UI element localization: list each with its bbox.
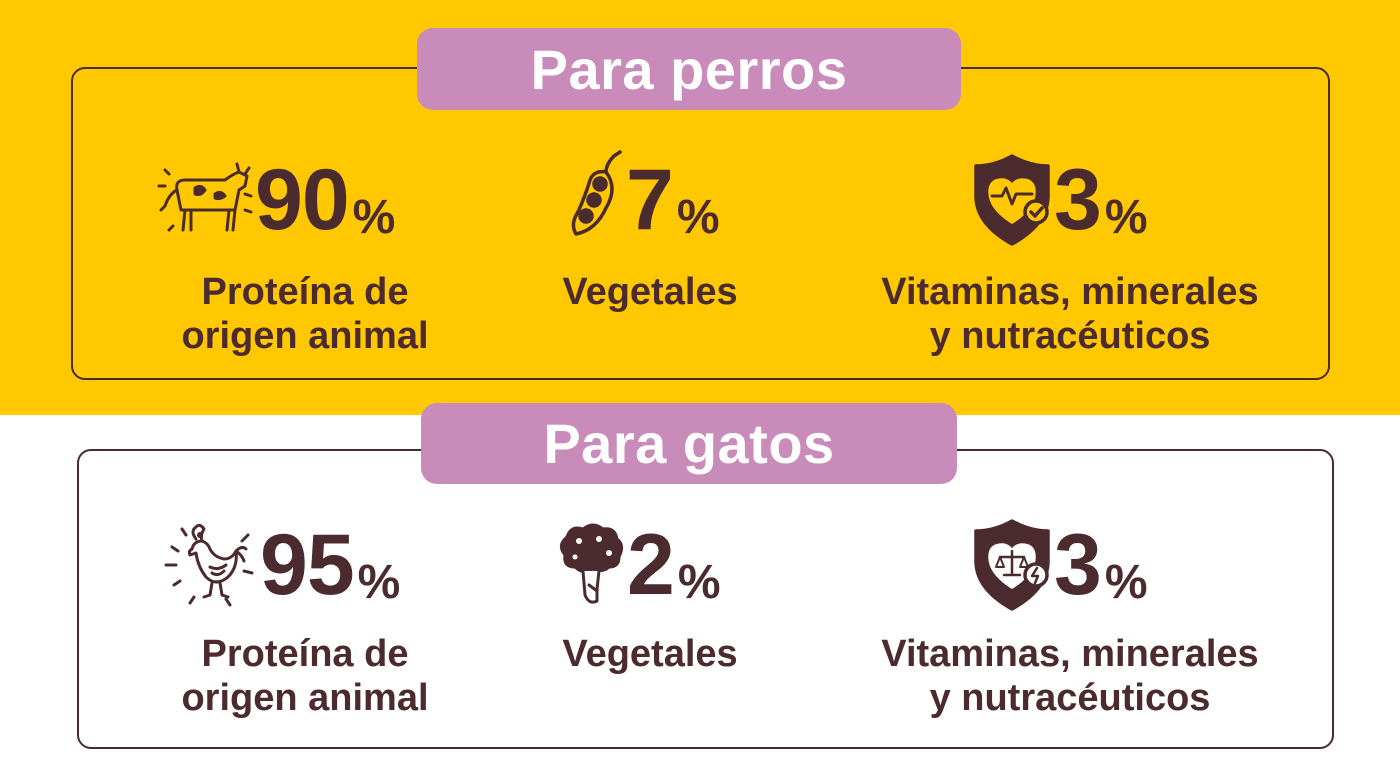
label-line: Vitaminas, minerales xyxy=(881,271,1259,313)
dogs-vegetables-unit: % xyxy=(676,191,720,244)
label-line: Vitaminas, minerales xyxy=(881,633,1259,675)
balance-shield-icon xyxy=(974,519,1050,611)
cats-vegetables-value: 2 xyxy=(627,517,675,613)
chicken-icon xyxy=(164,523,254,607)
cats-stat-vitamins: 3 % xyxy=(970,515,1148,615)
broccoli-icon xyxy=(560,523,624,604)
cats-vitamins-label: Vitaminas, minerales y nutracéuticos xyxy=(845,632,1295,720)
dogs-vitamins-unit: % xyxy=(1104,191,1148,244)
dogs-vitamins-value: 3 xyxy=(1054,152,1102,248)
label-line: Proteína de xyxy=(201,271,409,313)
cats-protein-label: Proteína de origen animal xyxy=(160,632,450,720)
cats-stat-protein: 95 % xyxy=(160,515,400,615)
dogs-vitamins-label: Vitaminas, minerales y nutracéuticos xyxy=(845,270,1295,358)
cats-stat-vegetables: 2 % xyxy=(553,515,721,615)
dogs-stat-protein: 90 % xyxy=(155,150,395,250)
label-line: Vegetales xyxy=(562,271,738,313)
cats-vitamins-unit: % xyxy=(1104,556,1148,609)
dogs-stat-vitamins: 3 % xyxy=(970,150,1148,250)
label-line: Proteína de xyxy=(201,633,409,675)
label-line: origen animal xyxy=(181,315,429,357)
dogs-vegetables-value: 7 xyxy=(626,152,674,248)
cats-vegetables-unit: % xyxy=(677,556,721,609)
cats-vegetables-label: Vegetales xyxy=(540,632,760,676)
cats-vitamins-value: 3 xyxy=(1054,517,1102,613)
cats-protein-value: 95 xyxy=(260,517,355,613)
cats-title: Para gatos xyxy=(421,403,957,484)
label-line: origen animal xyxy=(181,677,429,719)
dogs-protein-label: Proteína de origen animal xyxy=(160,270,450,358)
label-line: y nutracéuticos xyxy=(929,677,1211,719)
dogs-stat-vegetables: 7 % xyxy=(566,150,720,250)
dogs-protein-unit: % xyxy=(352,191,396,244)
label-line: y nutracéuticos xyxy=(929,315,1211,357)
label-line: Vegetales xyxy=(562,633,738,675)
health-shield-icon xyxy=(974,154,1050,246)
dogs-vegetables-label: Vegetales xyxy=(540,270,760,314)
dogs-protein-value: 90 xyxy=(255,152,350,248)
dogs-title: Para perros xyxy=(417,28,961,110)
cats-protein-unit: % xyxy=(357,556,401,609)
peas-icon xyxy=(571,150,622,236)
cow-icon xyxy=(157,162,253,232)
